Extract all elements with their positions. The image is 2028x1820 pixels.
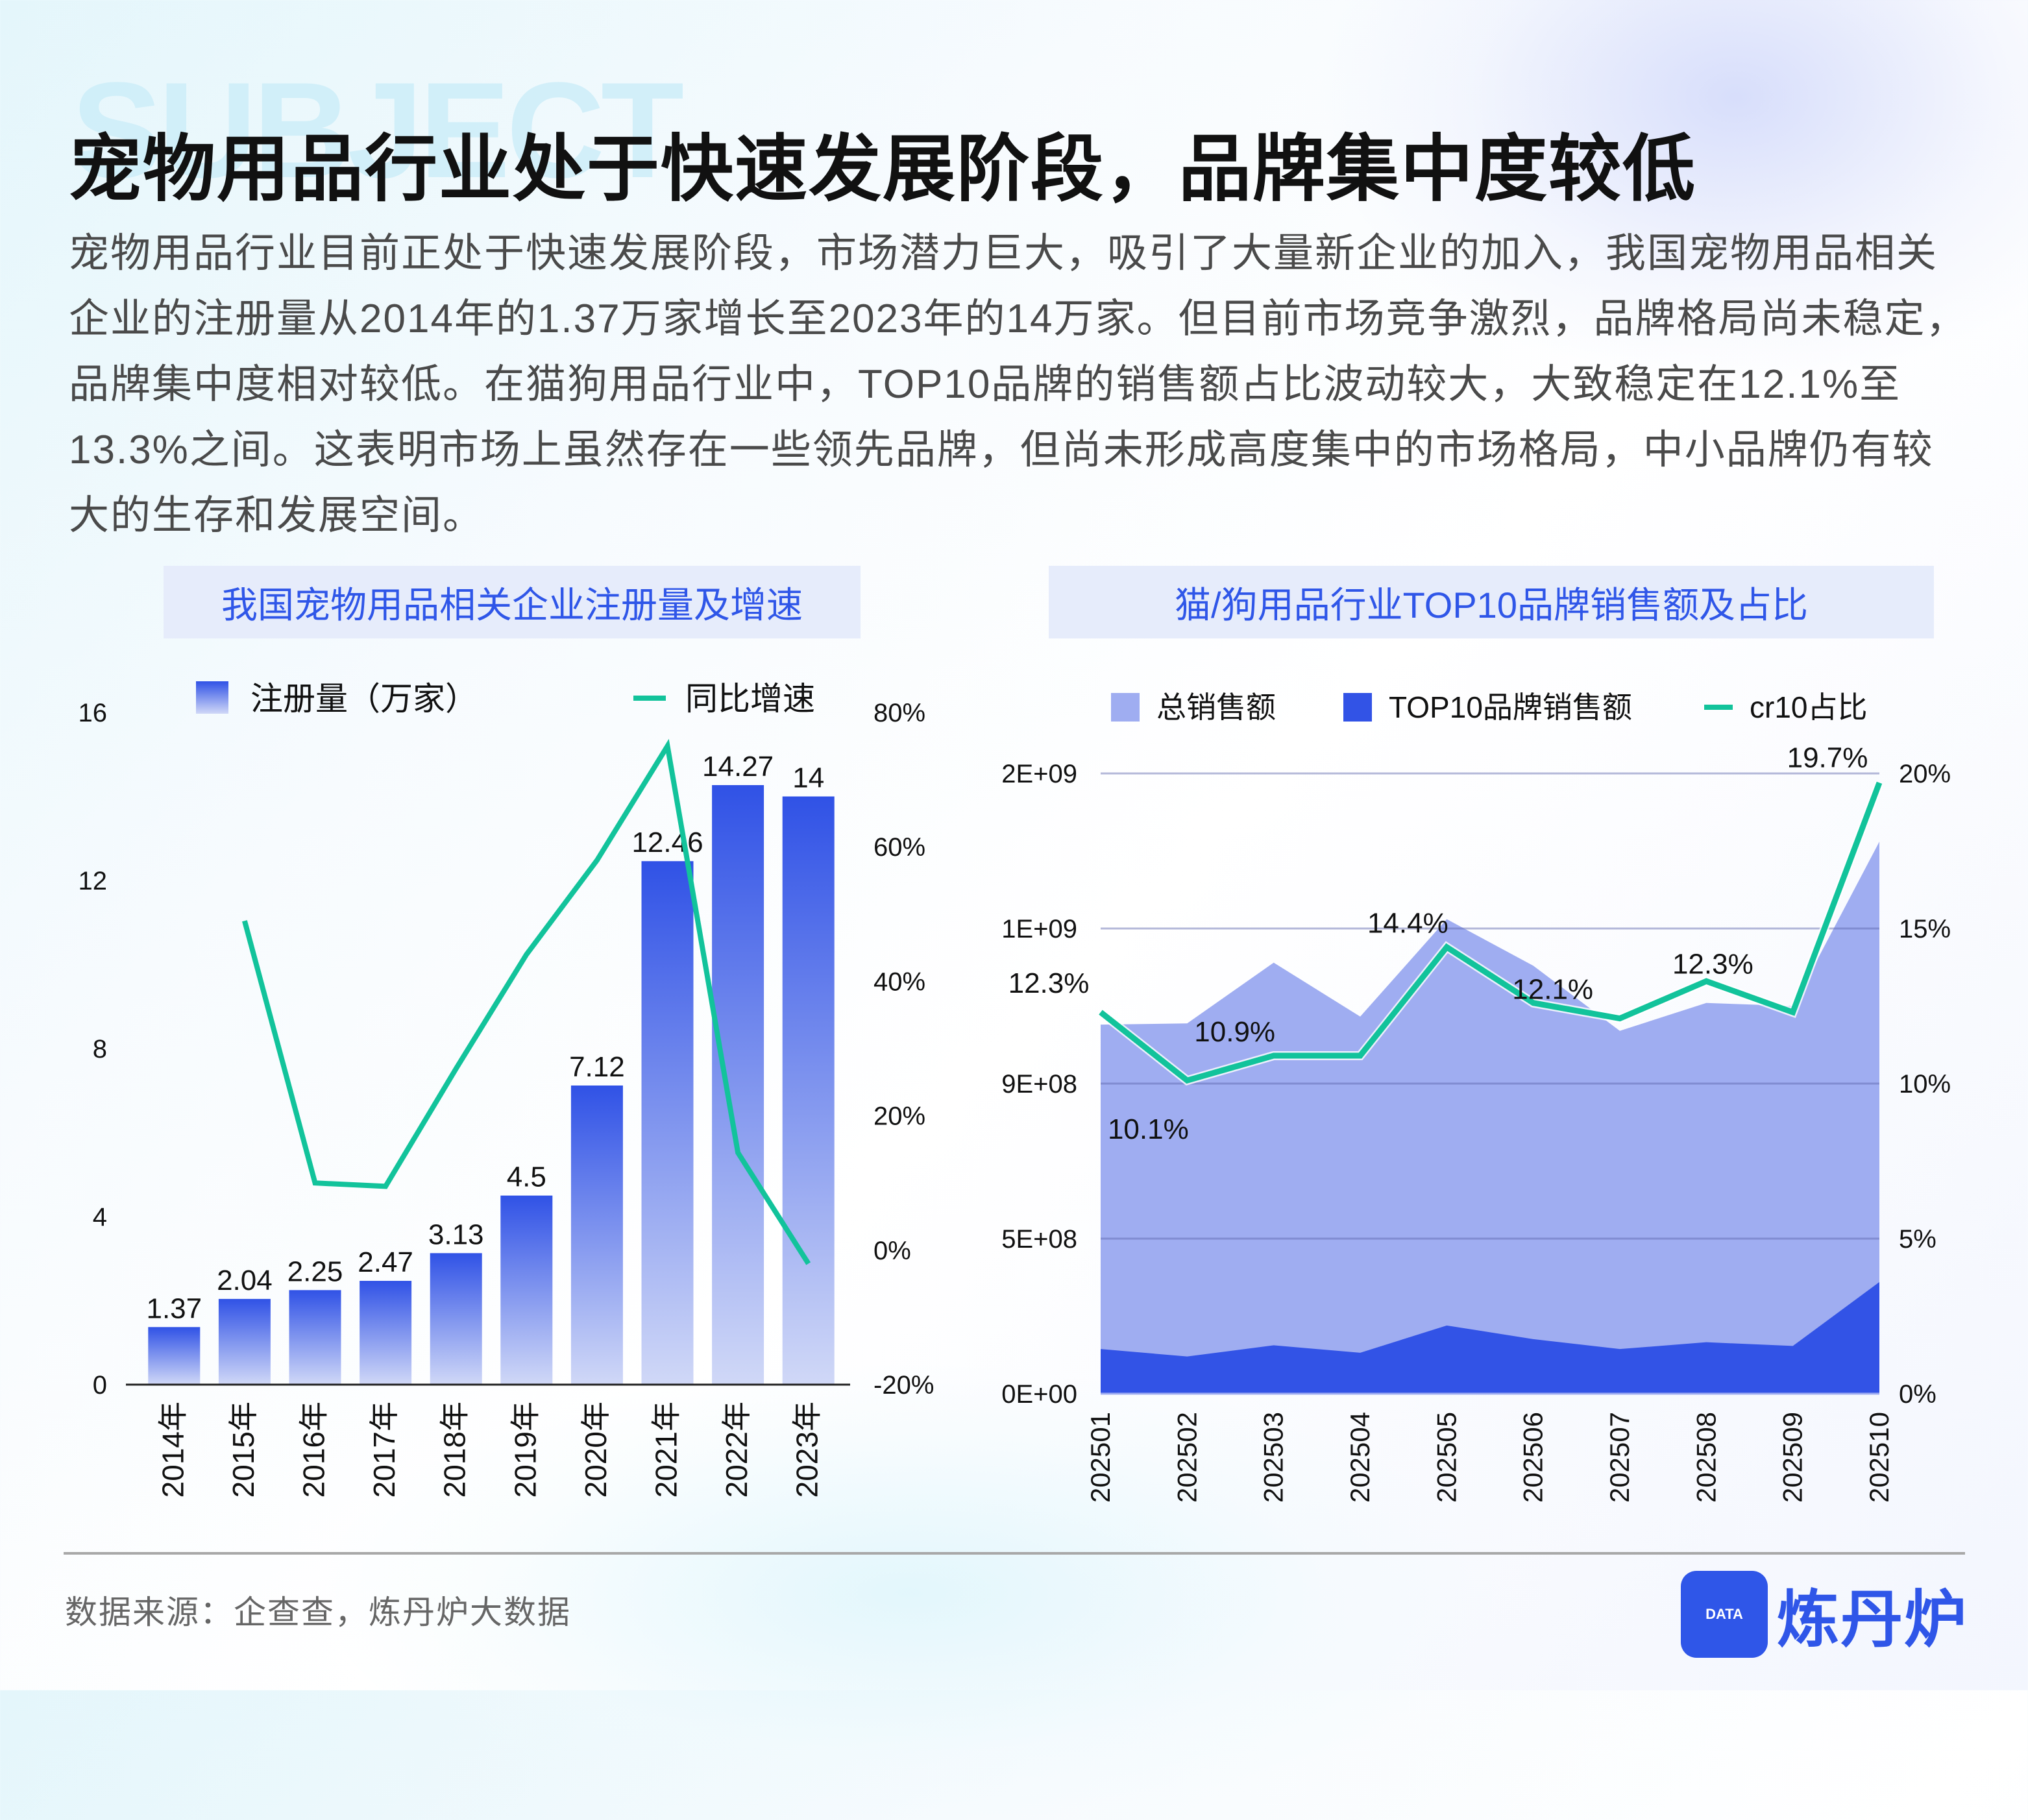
legend-total-swatch xyxy=(1111,693,1140,722)
x-axis-label: 2020年 xyxy=(579,1401,613,1498)
x-axis-label: 202503 xyxy=(1258,1412,1289,1503)
x-axis-label: 2018年 xyxy=(438,1401,472,1498)
cr10-value-label: 12.1% xyxy=(1512,974,1593,1006)
cr10-value-label: 14.4% xyxy=(1367,908,1448,940)
bar xyxy=(289,1290,341,1385)
bar-value-label: 7.12 xyxy=(569,1051,625,1083)
legend-bar-label: 注册量（万家） xyxy=(250,681,478,717)
footer-divider xyxy=(64,1552,1965,1555)
bar xyxy=(148,1327,201,1385)
registration-chart: 注册量（万家） 同比增速 0 4 8 12 16 -20% 0% 20% 40% 60% 80% 1.37… xyxy=(79,681,935,1498)
legend-total-label: 总销售额 xyxy=(1156,690,1276,724)
data-source: 数据来源：企查查，炼丹炉大数据 xyxy=(65,1594,571,1631)
brand-badge: DATA xyxy=(1705,1605,1743,1622)
sales-chart: 总销售额 TOP10品牌销售额 cr10占比 0E+00 5E+08 9E+08 1E+09… xyxy=(1001,690,1951,1503)
bar xyxy=(430,1253,482,1385)
bar-value-label: 14.27 xyxy=(702,751,774,783)
x-axis-label: 2021年 xyxy=(650,1401,683,1498)
legend-cr10-label: cr10占比 xyxy=(1750,690,1867,724)
bar xyxy=(570,1085,623,1385)
x-axis-label: 202508 xyxy=(1691,1412,1721,1503)
x-axis-label: 2017年 xyxy=(367,1401,401,1498)
bar-value-label: 1.37 xyxy=(146,1292,202,1324)
right-axis-tick: 0% xyxy=(1899,1380,1936,1409)
right-axis-tick: 60% xyxy=(874,833,925,862)
total-sales-area xyxy=(1101,842,1879,1394)
x-axis-label: 2014年 xyxy=(156,1401,189,1498)
x-axis-label: 2019年 xyxy=(508,1401,542,1498)
x-axis-label: 202509 xyxy=(1778,1412,1808,1503)
bar xyxy=(782,796,835,1385)
cr10-value-label: 10.9% xyxy=(1194,1016,1275,1048)
x-axis-label: 202507 xyxy=(1604,1412,1635,1503)
bar-value-label: 2.47 xyxy=(358,1246,413,1278)
left-chart-title: 我国宠物用品相关企业注册量及增速 xyxy=(164,566,861,638)
right-axis-tick: 5% xyxy=(1899,1225,1936,1254)
bar-value-label: 2.04 xyxy=(217,1265,273,1296)
x-axis-label: 202504 xyxy=(1345,1412,1375,1503)
left-axis-tick: 16 xyxy=(79,699,108,727)
x-axis-label: 202510 xyxy=(1864,1412,1894,1503)
bar xyxy=(218,1298,271,1385)
bar-value-label: 4.5 xyxy=(507,1161,546,1193)
left-axis-tick: 1E+09 xyxy=(1001,915,1077,943)
right-axis-tick: 40% xyxy=(874,967,925,996)
watermark-text: SUBJECT xyxy=(71,54,684,206)
x-axis-label: 2022年 xyxy=(720,1401,753,1498)
left-axis-tick: 0E+00 xyxy=(1001,1380,1077,1409)
cr10-value-label: 19.7% xyxy=(1787,742,1868,773)
right-chart-title: 猫/狗用品行业TOP10品牌销售额及占比 xyxy=(1049,566,1934,638)
left-axis-tick: 0 xyxy=(93,1371,107,1400)
legend-cr10-swatch xyxy=(1704,705,1733,710)
left-axis-tick: 8 xyxy=(93,1035,107,1063)
cr10-value-label: 12.3% xyxy=(1672,948,1753,980)
right-axis-tick: 20% xyxy=(1899,760,1951,788)
right-axis-tick: -20% xyxy=(874,1371,934,1400)
right-axis-tick: 20% xyxy=(874,1102,925,1131)
left-axis-tick: 2E+09 xyxy=(1001,760,1077,788)
bar-value-label: 3.13 xyxy=(428,1219,484,1250)
legend-top10-label: TOP10品牌销售额 xyxy=(1389,690,1632,724)
brand-logo: DATA 炼丹炉 xyxy=(1681,1569,1968,1659)
brand-icon: DATA xyxy=(1681,1570,1768,1658)
bar xyxy=(360,1281,412,1385)
right-axis-tick: 0% xyxy=(874,1237,911,1265)
bar xyxy=(712,785,764,1385)
x-axis-label: 202505 xyxy=(1431,1412,1461,1503)
legend-line-label: 同比增速 xyxy=(685,681,815,717)
growth-line xyxy=(242,738,811,1265)
brand-name: 炼丹炉 xyxy=(1777,1585,1968,1655)
left-legend: 注册量（万家） 同比增速 xyxy=(196,681,815,717)
bar xyxy=(500,1195,553,1385)
bar-value-label: 14 xyxy=(792,762,824,794)
x-axis-label: 202502 xyxy=(1171,1412,1202,1503)
legend-bar-swatch xyxy=(196,681,228,714)
right-axis-tick: 10% xyxy=(1899,1070,1951,1098)
x-axis-label: 202501 xyxy=(1085,1412,1116,1503)
right-legend: 总销售额 TOP10品牌销售额 cr10占比 xyxy=(1111,690,1867,724)
bar xyxy=(641,861,694,1385)
x-axis-label: 2015年 xyxy=(226,1401,260,1498)
summary-paragraph: 宠物用品行业目前正处于快速发展阶段，市场潜力巨大，吸引了大量新企业的加入，我国宠… xyxy=(69,231,1968,538)
bar-value-label: 2.25 xyxy=(287,1256,343,1287)
right-axis-tick: 80% xyxy=(874,699,925,727)
legend-top10-swatch xyxy=(1343,693,1372,722)
right-axis-tick: 15% xyxy=(1899,915,1951,943)
left-axis-tick: 9E+08 xyxy=(1001,1070,1077,1098)
left-axis-tick: 4 xyxy=(93,1203,107,1232)
top10-sales-area xyxy=(1101,1281,1879,1394)
x-axis-label: 2016年 xyxy=(297,1401,331,1498)
x-axis-label: 2023年 xyxy=(790,1401,824,1498)
left-axis-tick: 12 xyxy=(79,867,108,895)
page-title: 宠物用品行业处于快速发展阶段，品牌集中度较低 xyxy=(69,128,1696,210)
x-axis-label: 202506 xyxy=(1518,1412,1548,1503)
cr10-value-label: 10.1% xyxy=(1108,1113,1189,1145)
cr10-value-label: 12.3% xyxy=(1008,967,1090,999)
legend-line-swatch xyxy=(633,696,666,701)
cr10-line xyxy=(1099,781,1883,1084)
left-axis-tick: 5E+08 xyxy=(1001,1225,1077,1254)
bar-value-label: 12.46 xyxy=(631,827,703,858)
